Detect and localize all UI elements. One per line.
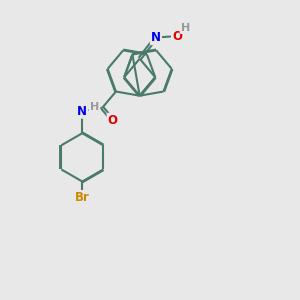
Text: O: O [108, 114, 118, 127]
Text: H: H [181, 23, 190, 33]
Text: Br: Br [75, 191, 90, 204]
Text: H: H [90, 102, 99, 112]
Text: N: N [77, 104, 87, 118]
Text: N: N [151, 31, 161, 44]
Text: O: O [172, 29, 182, 43]
